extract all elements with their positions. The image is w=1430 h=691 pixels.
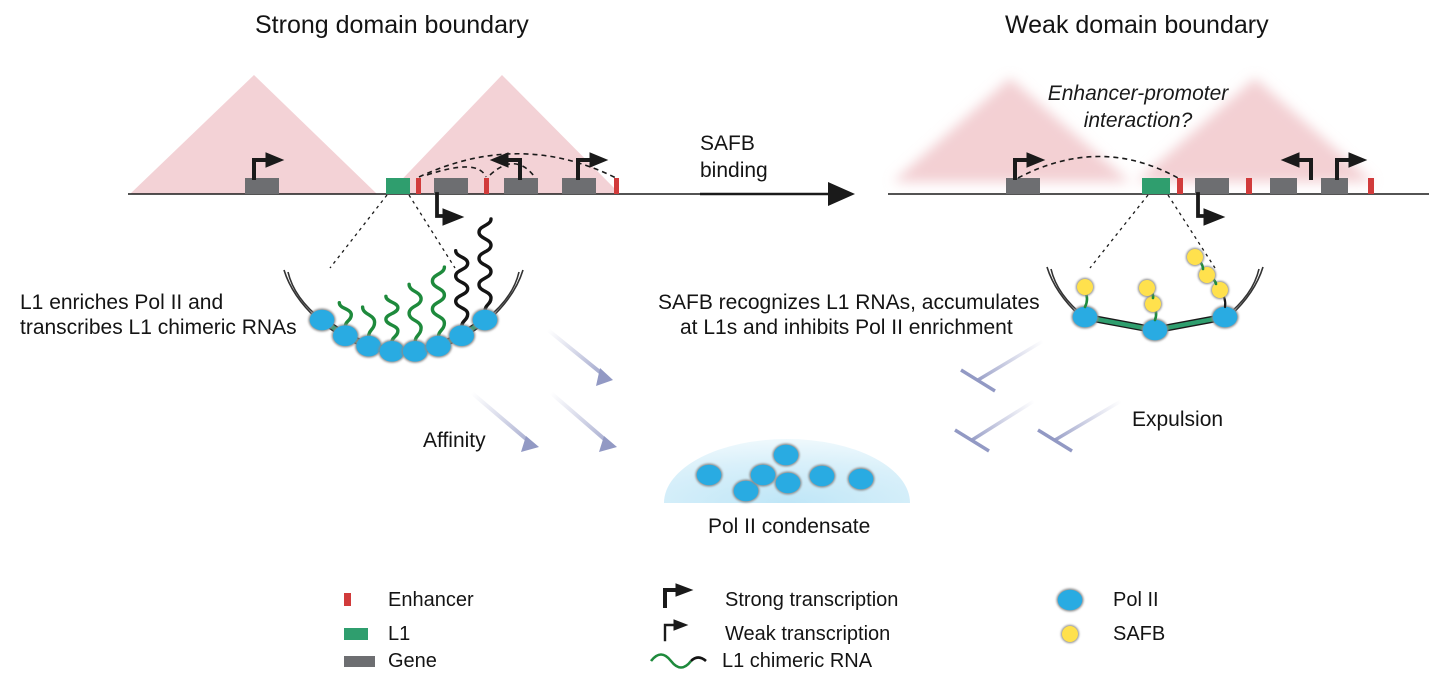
svg-text:Pol II condensate: Pol II condensate <box>708 515 870 538</box>
svg-text:L1 chimeric RNA: L1 chimeric RNA <box>722 650 873 672</box>
svg-text:SAFB: SAFB <box>1113 623 1165 645</box>
svg-text:SAFB recognizes L1 RNAs, accum: SAFB recognizes L1 RNAs, accumulates <box>658 291 1040 314</box>
svg-text:at L1s and inhibits Pol II enr: at L1s and inhibits Pol II enrichment <box>680 316 1013 339</box>
svg-text:Strong domain boundary: Strong domain boundary <box>255 11 529 39</box>
svg-text:Gene: Gene <box>388 650 437 672</box>
svg-text:L1 enriches Pol II and: L1 enriches Pol II and <box>20 291 223 314</box>
svg-text:binding: binding <box>700 159 768 182</box>
svg-text:Expulsion: Expulsion <box>1132 408 1223 431</box>
svg-text:Weak domain boundary: Weak domain boundary <box>1005 11 1269 39</box>
svg-text:Weak transcription: Weak transcription <box>725 623 890 645</box>
svg-text:transcribes L1 chimeric RNAs: transcribes L1 chimeric RNAs <box>20 316 297 339</box>
svg-text:Affinity: Affinity <box>423 429 486 452</box>
svg-text:Enhancer: Enhancer <box>388 589 474 611</box>
svg-text:SAFB: SAFB <box>700 132 755 155</box>
svg-text:Enhancer-promoter: Enhancer-promoter <box>1048 82 1230 105</box>
svg-text:Strong transcription: Strong transcription <box>725 589 898 611</box>
svg-text:L1: L1 <box>388 623 410 645</box>
svg-text:interaction?: interaction? <box>1084 109 1193 132</box>
svg-text:Pol II: Pol II <box>1113 589 1159 611</box>
